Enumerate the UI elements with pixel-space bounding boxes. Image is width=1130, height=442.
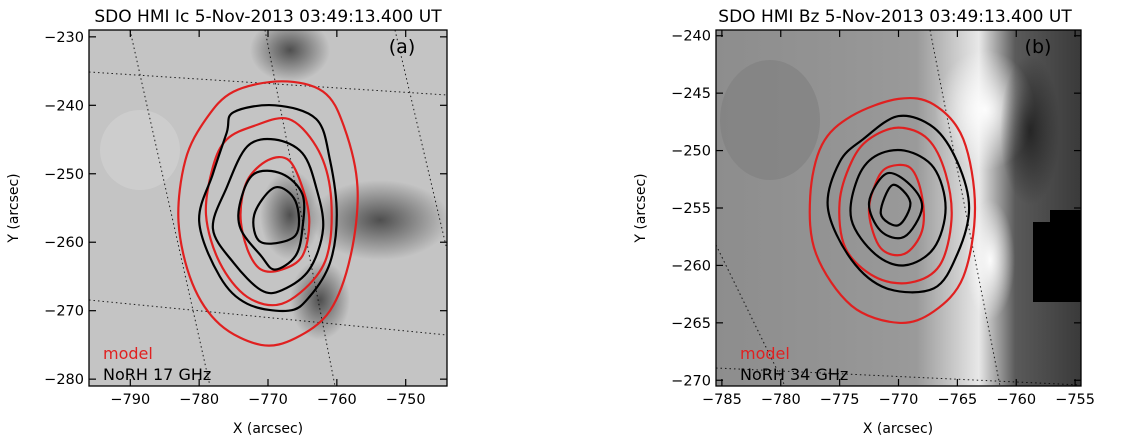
panel-a-norh-contour-1	[198, 103, 338, 313]
panel-a-model-contour-1	[177, 80, 359, 347]
panel-b-ytick-label: −255	[671, 201, 711, 217]
panel-a-norh-contour-4	[252, 186, 301, 245]
panel-b-norh-contour-4	[879, 183, 912, 227]
panel-a-norh-contour-2	[211, 137, 325, 295]
panel-b-legend-norh: NoRH 34 GHz	[740, 365, 848, 384]
panel-b-ylabel: Y (arcsec)	[633, 173, 649, 243]
panel-a-model-contour-3	[239, 156, 311, 273]
panel-b-ytick-label: −240	[671, 29, 711, 45]
panel-b: −785 −780 −775 −770 −765 −760 −755 −240 −245 −250…	[633, 7, 1095, 437]
panel-b-xtick-label: −760	[996, 392, 1036, 408]
panel-a-ytick-label: −250	[44, 167, 84, 183]
panel-b-ytick-label: −250	[671, 144, 711, 160]
panel-a-xtick-label: −750	[386, 392, 426, 408]
panel-a-ytick-label: −240	[44, 98, 84, 114]
panel-b-norh-contour-1	[826, 114, 971, 294]
panel-a-ylabel: Y (arcsec)	[6, 173, 22, 243]
panel-a-ytick-label: −280	[44, 372, 84, 388]
panel-b-xtick-label: −765	[937, 392, 977, 408]
panel-b-ytick-label: −260	[671, 258, 711, 274]
panel-a-label: (a)	[389, 36, 415, 58]
panel-b-ytick-label: −265	[671, 316, 711, 332]
panel-b-title: SDO HMI Bz 5-Nov-2013 03:49:13.400 UT	[718, 7, 1072, 27]
panel-a-ytick-label: −230	[44, 30, 84, 46]
panel-b-label: (b)	[1025, 36, 1052, 58]
panel-b-model-contour-2	[838, 126, 953, 285]
panel-b-norh-contour-3	[867, 171, 924, 240]
panel-a-xtick-label: −760	[317, 392, 357, 408]
panel-b-norh-contour-2	[849, 148, 947, 267]
panel-a: −790 −780 −770 −760 −750 −230 −240 −250 −260 −270…	[6, 7, 448, 437]
panel-b-model-contour-1	[808, 96, 977, 325]
panel-b-xtick-label: −770	[879, 392, 919, 408]
panel-a-xtick-label: −780	[179, 392, 219, 408]
panel-a-title: SDO HMI Ic 5-Nov-2013 03:49:13.400 UT	[94, 7, 442, 27]
panel-a-background	[89, 30, 447, 386]
panel-b-legend-model: model	[740, 344, 790, 363]
panel-a-norh-contour-3	[237, 169, 306, 271]
panel-b-xlabel: X (arcsec)	[863, 421, 933, 437]
panel-b-ytick-label: −245	[671, 86, 711, 102]
panel-b-xtick-label: −785	[702, 392, 742, 408]
panel-b-ytick-label: −270	[671, 373, 711, 389]
panel-a-legend-norh: NoRH 17 GHz	[103, 365, 211, 384]
panel-a-xtick-label: −790	[110, 392, 150, 408]
panel-a-xtick-label: −770	[248, 392, 288, 408]
panel-b-xtick-label: −755	[1055, 392, 1095, 408]
panel-a-ytick-label: −260	[44, 235, 84, 251]
panel-a-xlabel: X (arcsec)	[233, 421, 303, 437]
panel-b-xtick-label: −780	[761, 392, 801, 408]
panel-a-ytick-label: −270	[44, 304, 84, 320]
panel-b-xtick-label: −775	[820, 392, 860, 408]
panel-a-model-contour-2	[204, 117, 333, 307]
panel-a-legend-model: model	[103, 344, 153, 363]
panel-b-background	[716, 30, 1081, 386]
